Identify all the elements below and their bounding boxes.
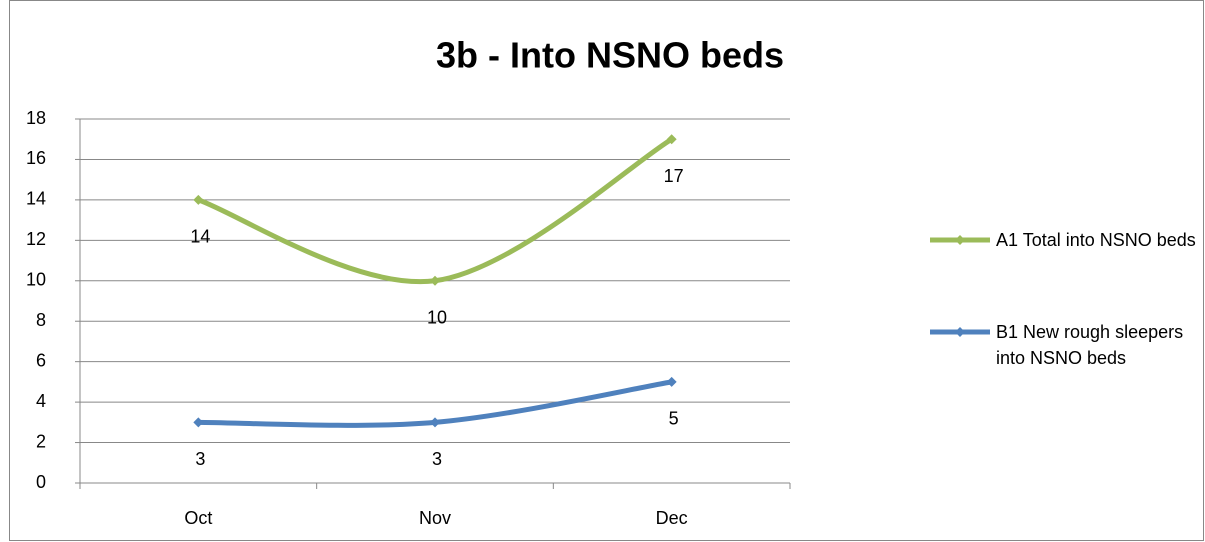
marker [430, 417, 440, 428]
y-tick-label: 0 [36, 472, 46, 492]
y-tick-label: 2 [36, 431, 46, 451]
marker [430, 275, 440, 286]
data-label: 10 [427, 308, 447, 328]
legend-label: B1 New rough sleepers into NSNO beds [996, 322, 1184, 368]
y-tick-label: 10 [26, 270, 46, 290]
x-tick-label: Oct [184, 508, 212, 528]
y-tick-label: 8 [36, 310, 46, 330]
legend-marker [955, 235, 965, 245]
marker [193, 417, 204, 428]
y-tick-label: 16 [26, 148, 46, 168]
legend-marker [955, 327, 965, 337]
marker [666, 376, 677, 387]
chart-title: 3b - Into NSNO beds [436, 35, 784, 76]
legend-label: A1 Total into NSNO beds [996, 230, 1196, 250]
marker [666, 134, 677, 145]
data-label: 3 [195, 449, 205, 469]
chart-frame [9, 0, 1204, 541]
y-tick-label: 14 [26, 189, 46, 209]
y-tick-label: 12 [26, 229, 46, 249]
x-tick-label: Dec [656, 508, 688, 528]
data-label: 17 [664, 166, 684, 186]
y-tick-label: 6 [36, 350, 46, 370]
y-tick-label: 4 [36, 391, 46, 411]
data-label: 5 [669, 409, 679, 429]
y-tick-label: 18 [26, 108, 46, 128]
x-tick-label: Nov [419, 508, 451, 528]
marker [193, 194, 204, 205]
data-label: 3 [432, 449, 442, 469]
data-label: 14 [190, 227, 210, 247]
